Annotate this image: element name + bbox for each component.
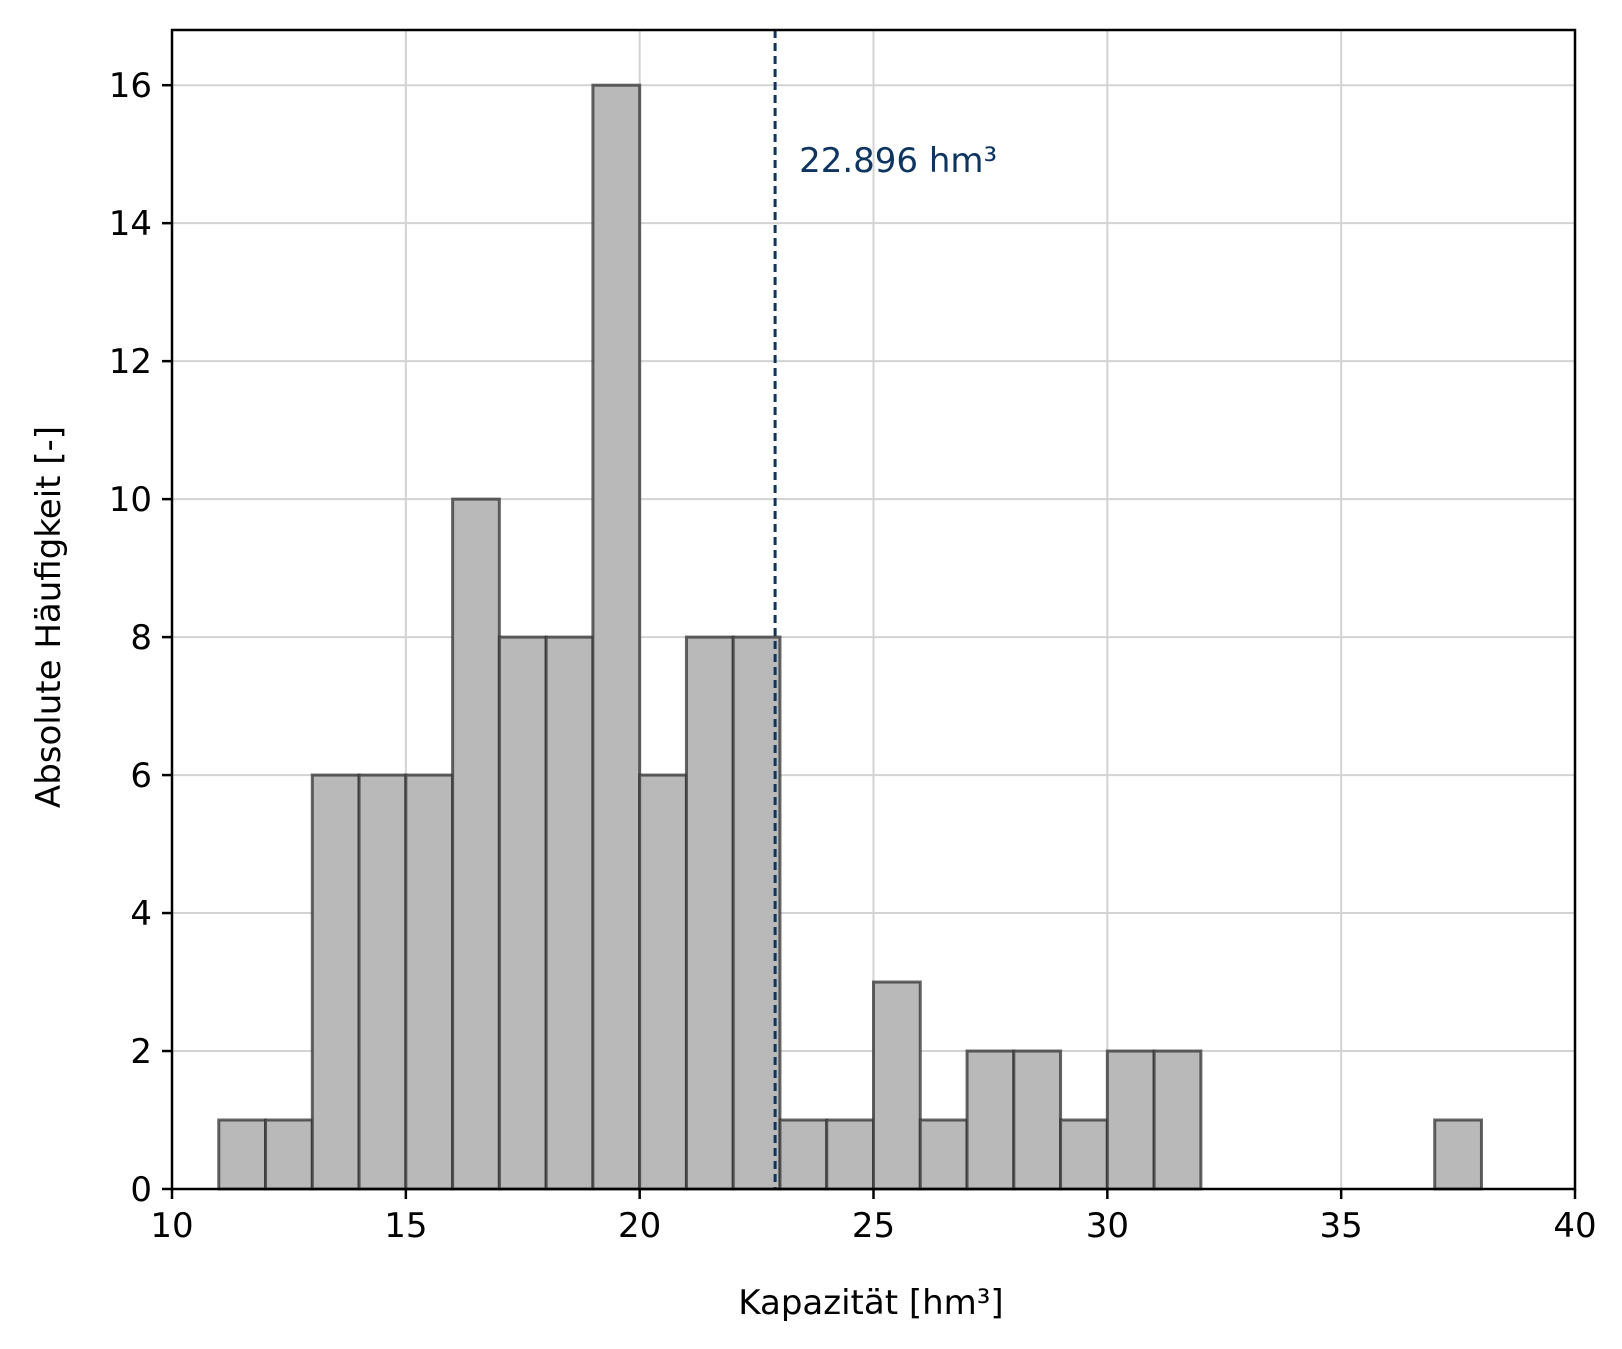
- histogram-bar: [1435, 1120, 1482, 1189]
- histogram-bar: [406, 775, 453, 1189]
- histogram-bar: [640, 775, 687, 1189]
- histogram-bar: [546, 637, 593, 1189]
- histogram-bar: [1014, 1051, 1061, 1189]
- histogram-bar: [1154, 1051, 1201, 1189]
- histogram-bar: [359, 775, 406, 1189]
- histogram-bar: [733, 637, 780, 1189]
- histogram-bar: [920, 1120, 967, 1189]
- y-tick-label: 4: [130, 894, 152, 934]
- histogram-bar: [499, 637, 546, 1189]
- histogram-bar: [827, 1120, 874, 1189]
- histogram-bar: [1107, 1051, 1154, 1189]
- x-tick-label: 20: [618, 1206, 661, 1246]
- histogram-bar: [686, 637, 733, 1189]
- y-tick-label: 16: [109, 66, 152, 106]
- histogram-bar: [312, 775, 359, 1189]
- histogram-bar: [266, 1120, 313, 1189]
- histogram-bar: [780, 1120, 827, 1189]
- histogram-bar: [1061, 1120, 1108, 1189]
- x-tick-label: 10: [150, 1206, 193, 1246]
- x-tick-label: 35: [1320, 1206, 1363, 1246]
- y-tick-label: 8: [130, 618, 152, 658]
- histogram-bar: [453, 499, 500, 1189]
- x-tick-label: 25: [852, 1206, 895, 1246]
- y-tick-label: 10: [109, 480, 152, 520]
- y-tick-label: 12: [109, 342, 152, 382]
- y-tick-label: 14: [109, 204, 152, 244]
- histogram-bar: [874, 982, 921, 1189]
- reference-line-label: 22.896 hm³: [799, 141, 997, 181]
- x-axis-label: Kapazität [hm³]: [738, 1283, 1003, 1323]
- y-tick-label: 2: [130, 1032, 152, 1072]
- x-tick-label: 30: [1086, 1206, 1129, 1246]
- y-tick-label: 0: [130, 1170, 152, 1210]
- histogram-bar: [593, 85, 640, 1189]
- histogram-bar: [967, 1051, 1014, 1189]
- y-axis-label: Absolute Häufigkeit [-]: [29, 426, 69, 808]
- histogram-bar: [219, 1120, 266, 1189]
- x-tick-label: 15: [384, 1206, 427, 1246]
- y-tick-label: 6: [130, 756, 152, 796]
- x-tick-label: 40: [1553, 1206, 1596, 1246]
